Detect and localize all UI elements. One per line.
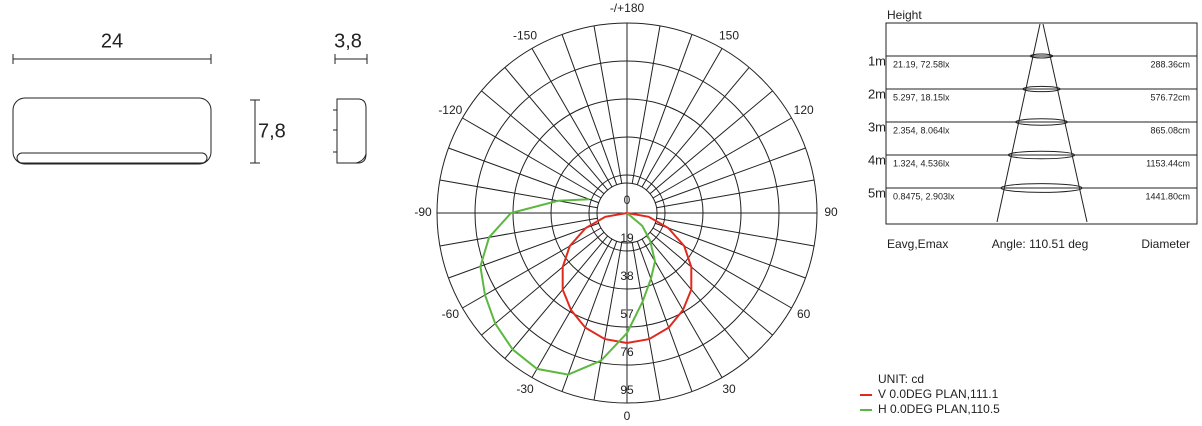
spoke (636, 34, 693, 185)
spoke (636, 241, 693, 392)
spoke (649, 90, 773, 195)
footer-middle: Angle: 110.51 deg (992, 237, 1089, 251)
height-label: 7,8 (258, 120, 286, 142)
spoke (645, 67, 750, 191)
angle-tick-label: -/+180 (610, 1, 645, 15)
spoke (504, 235, 609, 359)
dimension-drawing: 24 7,8 3,8 (12, 30, 368, 165)
spoke (561, 34, 618, 185)
row-illuminance: 5.297, 18.15lx (893, 92, 950, 102)
row-diameter: 1441.80cm (1145, 191, 1190, 201)
row-height: 1m (868, 53, 886, 68)
spoke (593, 242, 623, 401)
angle-tick-label: 150 (719, 29, 739, 43)
r-tick-label: 0 (624, 193, 631, 207)
spoke (645, 235, 750, 359)
r-tick-label: 57 (620, 307, 634, 321)
angle-tick-label: -150 (513, 29, 537, 43)
beam-ellipse (1000, 183, 1083, 193)
beam-ellipse (1022, 85, 1061, 93)
unit-label: UNIT: cd (878, 372, 924, 386)
series-line (479, 198, 657, 376)
row-diameter: 1153.44cm (1146, 158, 1190, 168)
spoke (448, 222, 599, 279)
row-height: 4m (868, 152, 886, 167)
row-diameter: 288.36cm (1150, 59, 1190, 69)
cone-frame (885, 22, 1198, 225)
row-height: 2m (868, 86, 886, 101)
legend-label: V 0.0DEG PLAN,111.1 (878, 387, 999, 401)
spoke (462, 117, 602, 199)
polar-chart: 0 19 38 57 76 95 -/+180 -150 150 -120 120 -90 90 -60 6… (414, 1, 838, 423)
footer-left: Eavg,Emax (887, 237, 948, 251)
spoke (448, 147, 599, 204)
spoke (652, 117, 792, 199)
angle-tick-label: -30 (516, 382, 534, 396)
beam-ellipse (1029, 53, 1054, 59)
cone-diagram: Height Eavg,Emax Angle: 110.51 deg Diame… (868, 8, 1198, 251)
footer-right: Diameter (1141, 237, 1190, 251)
angle-tick-label: 0 (624, 409, 631, 423)
row-height: 3m (868, 119, 886, 134)
r-tick-label: 19 (620, 231, 634, 245)
spoke (531, 238, 613, 378)
spoke (481, 231, 605, 336)
row-height: 5m (868, 185, 886, 200)
spoke (481, 90, 605, 195)
angle-tick-label: -90 (414, 205, 432, 219)
r-tick-label: 95 (620, 383, 634, 397)
spoke (656, 179, 815, 209)
row-illuminance: 2.354, 8.064lx (893, 125, 950, 135)
spoke (531, 48, 613, 188)
depth-label: 3,8 (334, 30, 362, 52)
r-tick-label: 76 (620, 345, 634, 359)
angle-tick-label: 30 (722, 382, 736, 396)
r-tick-label: 38 (620, 269, 634, 283)
front-view (12, 97, 212, 165)
spoke (656, 217, 815, 247)
side-view-detail (333, 109, 367, 164)
front-view-lip (16, 152, 208, 164)
row-illuminance: 1.324, 4.536lx (893, 158, 950, 168)
angle-tick-label: -60 (442, 307, 460, 321)
spoke (631, 25, 661, 184)
cone-title: Height (887, 8, 922, 22)
grid-ring (550, 136, 704, 290)
spoke (655, 147, 806, 204)
spoke (649, 231, 773, 336)
spoke (631, 242, 661, 401)
series-line (561, 212, 693, 345)
spoke (561, 241, 618, 392)
width-label: 24 (101, 30, 123, 52)
spoke (439, 217, 598, 247)
spoke (504, 67, 609, 191)
angle-tick-label: -120 (438, 103, 462, 117)
row-diameter: 865.08cm (1150, 125, 1190, 135)
spoke (593, 25, 623, 184)
row-illuminance: 0.8475, 2.903lx (893, 191, 955, 201)
grid-ring (436, 22, 818, 404)
legend: UNIT: cd V 0.0DEG PLAN,111.1H 0.0DEG PLA… (860, 372, 1000, 416)
spoke (439, 179, 598, 209)
grid-ring (474, 60, 780, 366)
beam-ellipse (1007, 150, 1076, 160)
row-diameter: 576.72cm (1150, 92, 1190, 102)
angle-tick-label: 120 (794, 103, 814, 117)
spoke (655, 222, 806, 279)
spoke (641, 48, 723, 188)
angle-tick-label: 60 (797, 307, 811, 321)
grid-ring (588, 174, 666, 252)
spoke (652, 227, 792, 309)
angle-tick-label: 90 (824, 205, 838, 219)
beam-ellipse (1015, 118, 1068, 126)
row-illuminance: 21.19, 72.58lx (893, 59, 950, 69)
side-view (336, 98, 367, 164)
legend-label: H 0.0DEG PLAN,110.5 (878, 402, 1000, 416)
